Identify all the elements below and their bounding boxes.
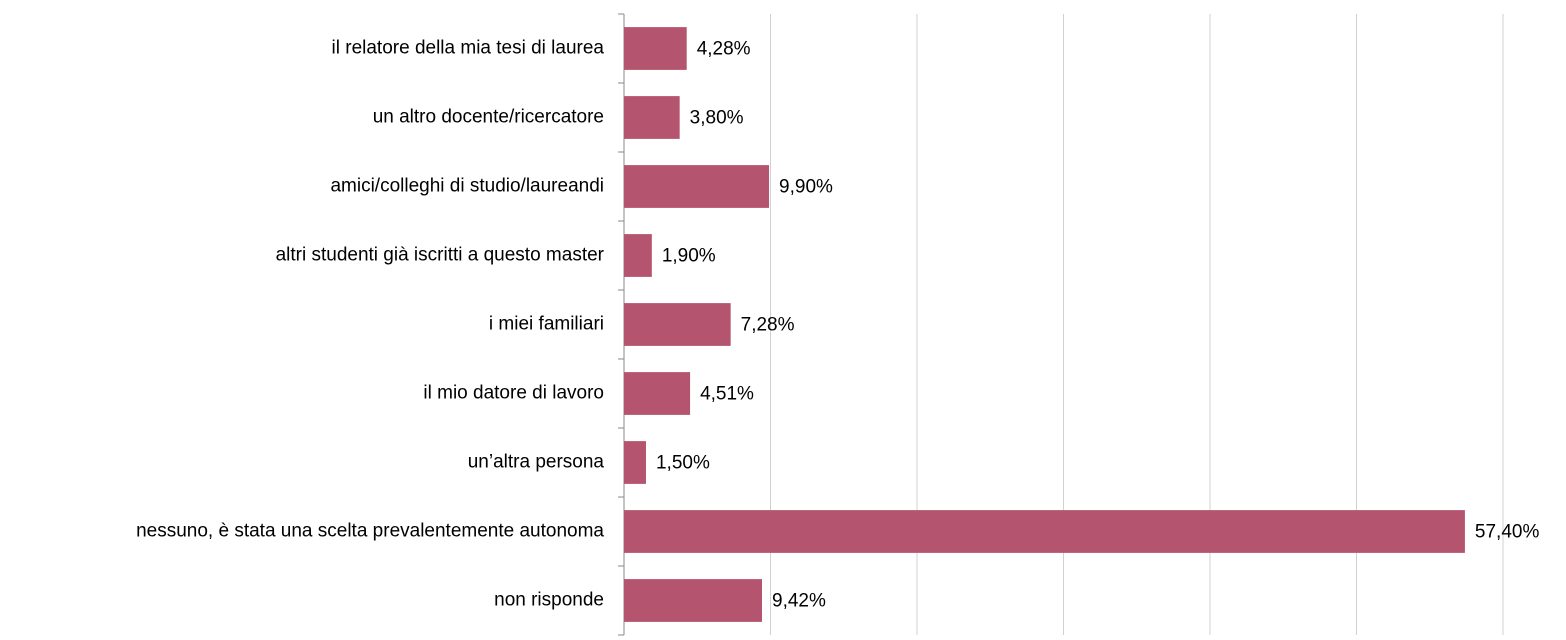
- bar: [624, 27, 687, 70]
- bar: [624, 303, 731, 346]
- y-tick-label: nessuno, è stata una scelta prevalenteme…: [136, 521, 604, 542]
- y-tick-label: non risponde: [494, 590, 604, 611]
- bar: [624, 96, 680, 139]
- y-tick-label: altri studenti già iscritti a questo mas…: [276, 245, 605, 266]
- y-tick-label: i miei familiari: [489, 314, 604, 335]
- value-label: 1,90%: [662, 246, 716, 267]
- value-label: 9,42%: [772, 591, 826, 612]
- value-label: 4,28%: [697, 39, 751, 60]
- bar: [624, 510, 1465, 553]
- y-tick-label: un altro docente/ricercatore: [373, 107, 604, 128]
- bar: [624, 441, 646, 484]
- y-tick-label: il mio datore di lavoro: [423, 383, 604, 404]
- value-label: 4,51%: [700, 384, 754, 405]
- y-tick-label: un’altra persona: [468, 452, 605, 473]
- bar: [624, 165, 770, 208]
- value-label: 1,50%: [656, 453, 710, 474]
- bar: [624, 234, 652, 277]
- value-label: 7,28%: [741, 315, 795, 336]
- value-label: 3,80%: [690, 108, 744, 129]
- value-label: 57,40%: [1475, 522, 1540, 543]
- bar: [624, 579, 763, 622]
- bar: [624, 372, 691, 415]
- value-label: 9,90%: [779, 177, 833, 198]
- y-tick-label: il relatore della mia tesi di laurea: [332, 38, 605, 59]
- y-tick-label: amici/colleghi di studio/laureandi: [330, 176, 604, 197]
